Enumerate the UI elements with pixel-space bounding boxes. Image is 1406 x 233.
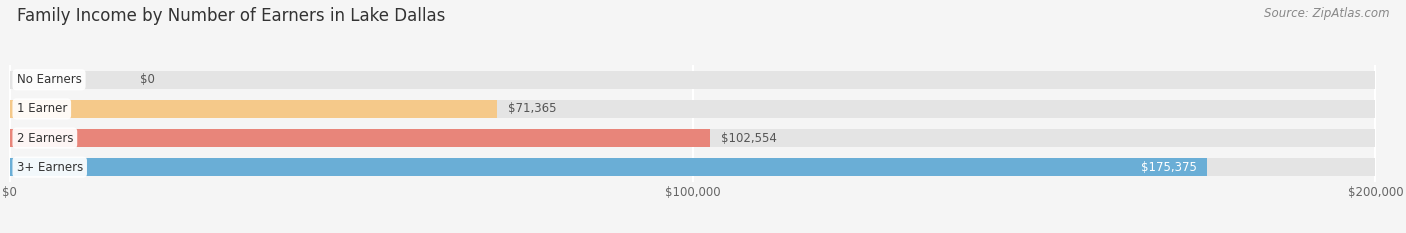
Bar (10, 129, 710, 147)
Bar (10, 100, 498, 118)
Text: $102,554: $102,554 (721, 132, 778, 144)
Text: 1 Earner: 1 Earner (17, 103, 67, 115)
Text: $71,365: $71,365 (508, 103, 557, 115)
Text: 3+ Earners: 3+ Earners (17, 161, 83, 174)
Text: $0: $0 (139, 73, 155, 86)
Text: No Earners: No Earners (17, 73, 82, 86)
Text: 2 Earners: 2 Earners (17, 132, 73, 144)
Text: Source: ZipAtlas.com: Source: ZipAtlas.com (1264, 7, 1389, 20)
Text: $175,375: $175,375 (1140, 161, 1197, 174)
Bar (10, 129, 1375, 147)
Bar (10, 71, 1375, 89)
Bar (10, 158, 1375, 176)
Text: Family Income by Number of Earners in Lake Dallas: Family Income by Number of Earners in La… (17, 7, 446, 25)
Bar (10, 100, 1375, 118)
Bar (10, 158, 1208, 176)
